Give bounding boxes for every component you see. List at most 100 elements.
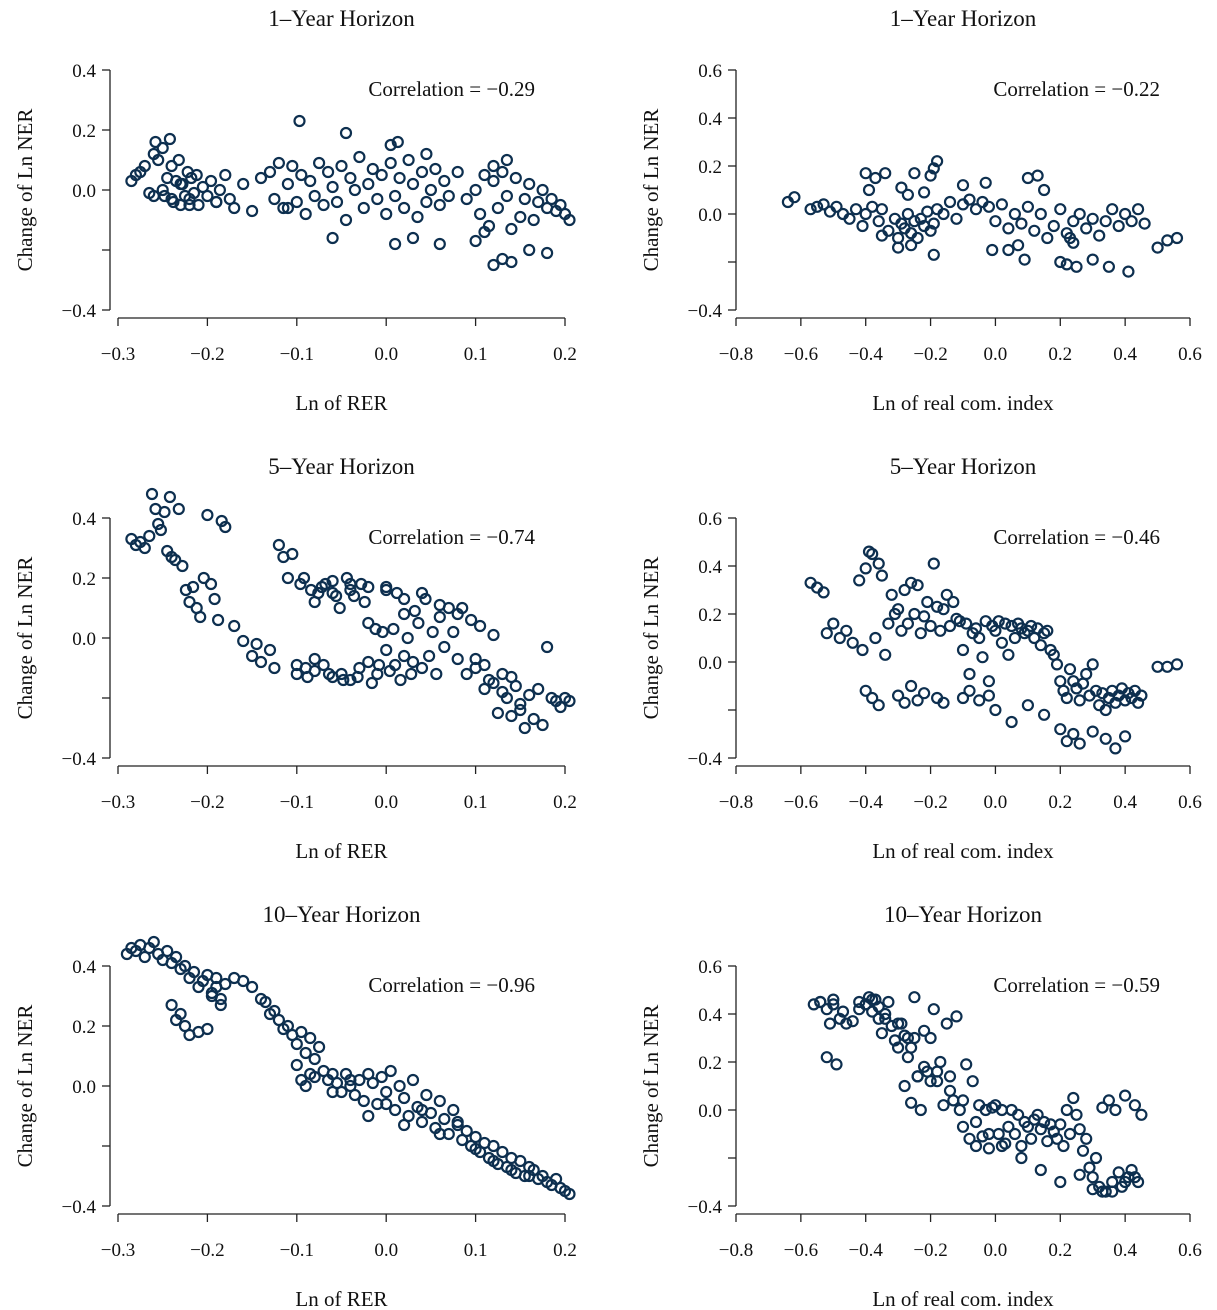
scatter-point xyxy=(979,1103,992,1117)
scatter-point xyxy=(286,159,299,173)
scatter-point xyxy=(344,577,357,591)
scatter-point xyxy=(1112,1166,1125,1179)
scatter-point xyxy=(353,661,366,675)
scatter-point xyxy=(415,165,429,179)
x-axis-label: Ln of real com. index xyxy=(872,391,1054,415)
scatter-point xyxy=(885,1019,898,1033)
scatter-point xyxy=(856,219,869,233)
scatter-point xyxy=(532,195,545,209)
scatter-point xyxy=(1063,1127,1077,1141)
scatter-point xyxy=(934,624,947,637)
scatter-point xyxy=(147,935,160,949)
scatter-point xyxy=(891,241,905,254)
scatter-point xyxy=(940,588,953,601)
scatter-point xyxy=(1060,735,1073,748)
scatter-point xyxy=(901,207,915,221)
scatter-point xyxy=(183,595,196,609)
x-tick-label: −0.1 xyxy=(280,344,314,365)
scatter-point xyxy=(335,667,348,681)
scatter-point xyxy=(885,588,898,601)
scatter-point xyxy=(509,171,522,185)
scatter-point xyxy=(943,619,957,633)
y-tick-label: 0.2 xyxy=(698,1053,722,1074)
x-tick-label: 0.2 xyxy=(1048,1240,1072,1261)
scatter-point xyxy=(1118,1175,1132,1189)
scatter-point xyxy=(496,165,509,179)
scatter-point xyxy=(451,652,464,666)
scatter-point xyxy=(891,1041,905,1054)
scatter-point xyxy=(1021,200,1035,213)
scatter-point xyxy=(1054,1118,1067,1131)
scatter-panel-1yr-rer: 1–Year Horizon Ln of RER Change of Ln NER C… xyxy=(13,6,577,415)
x-tick-label: −0.2 xyxy=(913,1240,947,1261)
scatter-point xyxy=(375,168,388,182)
scatter-point xyxy=(487,174,500,188)
scatter-point xyxy=(1021,1120,1035,1133)
scatter-point xyxy=(891,603,905,616)
y-tick-label: 0.4 xyxy=(698,557,722,578)
scatter-point xyxy=(460,192,473,206)
scatter-point xyxy=(518,721,531,735)
scatter-point xyxy=(169,553,182,567)
x-tick-label: −0.6 xyxy=(784,344,818,365)
scatter-point xyxy=(540,246,554,260)
scatter-point xyxy=(911,231,924,245)
y-tick-label: 0.6 xyxy=(698,509,722,530)
scatter-point xyxy=(415,1103,429,1117)
scatter-point xyxy=(995,1139,1009,1153)
scatter-point xyxy=(398,1118,411,1132)
scatter-point xyxy=(518,192,531,206)
scatter-point xyxy=(930,1075,944,1088)
scatter-point xyxy=(1118,730,1132,743)
y-tick-label: 0.4 xyxy=(72,61,96,82)
scatter-point xyxy=(1024,619,1038,633)
scatter-point xyxy=(1073,207,1086,221)
scatter-point xyxy=(523,243,536,257)
scatter-point xyxy=(947,1094,960,1107)
scatter-point xyxy=(170,950,183,964)
scatter-point xyxy=(487,1154,500,1168)
scatter-panel-5yr-com: 5–Year Horizon Ln of real com. index Chang… xyxy=(639,454,1202,863)
scatter-point xyxy=(272,156,285,170)
scatter-point xyxy=(872,215,885,228)
scatter-point xyxy=(532,682,545,696)
scatter-point xyxy=(371,192,384,206)
y-tick-label: 0.4 xyxy=(72,509,96,530)
scatter-point xyxy=(380,583,393,597)
scatter-point xyxy=(380,1085,393,1099)
scatter-point xyxy=(1002,1120,1015,1133)
x-tick-label: 0.4 xyxy=(1113,1240,1137,1261)
scatter-point xyxy=(344,583,357,597)
scatter-point xyxy=(1128,1099,1142,1112)
y-axis-label: Change of Ln NER xyxy=(639,557,663,720)
scatter-point xyxy=(246,980,259,994)
scatter-point xyxy=(496,1145,509,1159)
scatter-point xyxy=(1086,1183,1099,1196)
scatter-point xyxy=(924,1075,937,1088)
scatter-point xyxy=(523,688,536,702)
scatter-point xyxy=(335,159,348,173)
scatter-point xyxy=(491,706,504,720)
scatter-point xyxy=(1011,1108,1025,1121)
scatter-points xyxy=(120,935,576,1201)
scatter-point xyxy=(469,234,482,248)
scatter-point xyxy=(904,576,918,589)
scatter-point xyxy=(308,652,321,666)
scatter-point xyxy=(281,571,294,585)
scatter-point xyxy=(1109,742,1122,755)
scatter-point xyxy=(937,603,950,616)
y-tick-label: −0.4 xyxy=(688,1197,723,1218)
scatter-point xyxy=(1018,253,1031,266)
scatter-point xyxy=(563,1187,576,1201)
scatter-point xyxy=(333,601,346,615)
scatter-point xyxy=(995,636,1009,649)
y-tick-label: 0.0 xyxy=(72,181,96,202)
scatter-point xyxy=(429,162,442,176)
scatter-point xyxy=(859,167,872,180)
scatter-point xyxy=(1021,699,1035,712)
scatter-point xyxy=(390,586,403,600)
scatter-point xyxy=(219,520,232,534)
scatter-point xyxy=(295,168,308,182)
scatter-point xyxy=(487,258,500,272)
scatter-point xyxy=(290,1058,303,1072)
